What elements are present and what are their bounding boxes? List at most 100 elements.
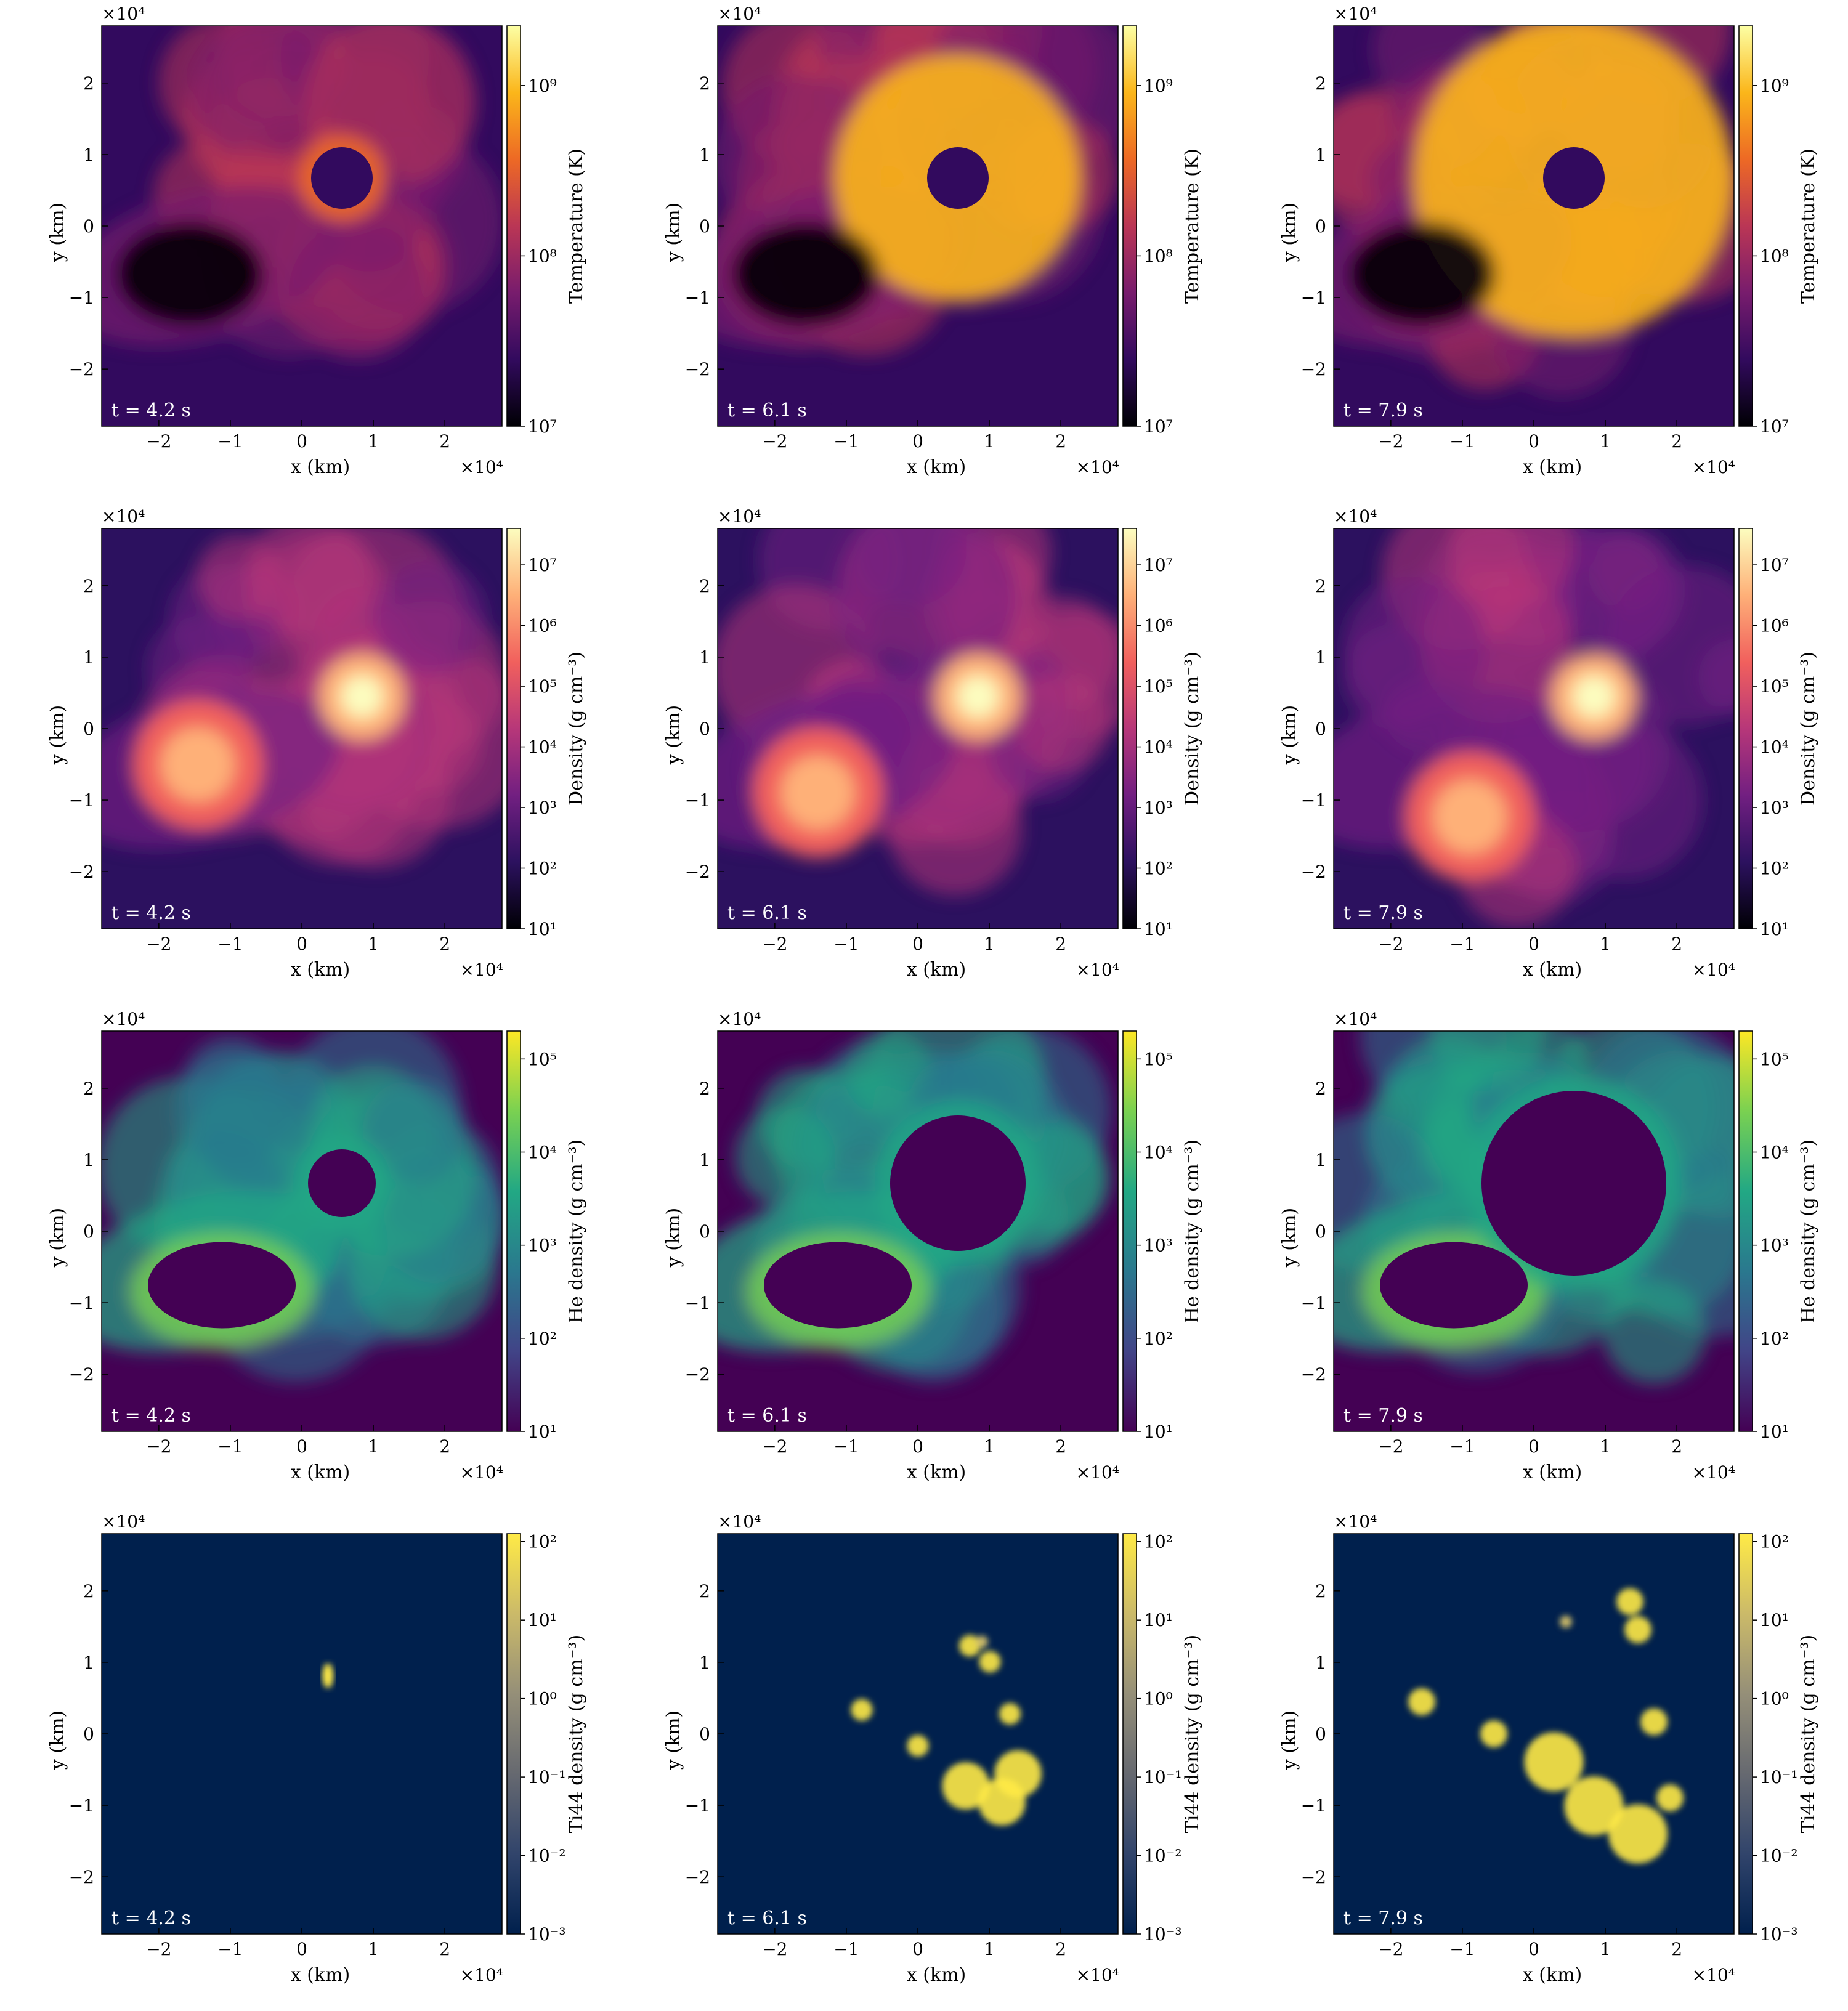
y-tick-label: −1 [685, 1293, 710, 1313]
colorbar-tick-label: 10¹ [1760, 1422, 1789, 1442]
x-tick-label: 1 [368, 934, 379, 954]
colorbar-tick-label: 10⁻³ [528, 1924, 566, 1944]
x-tick-label: 2 [439, 431, 450, 451]
colorbar-tick-label: 10⁴ [528, 737, 557, 758]
y-multiplier: ×10⁴ [1334, 506, 1377, 527]
y-tick-label: −2 [685, 862, 710, 882]
x-tick-label: 1 [1600, 934, 1611, 954]
y-tick-label: 0 [699, 719, 710, 739]
colorbar-tick-label: 10⁻² [1760, 1846, 1798, 1866]
x-tick-label: 0 [912, 934, 923, 954]
y-tick-label: 2 [83, 1581, 94, 1601]
y-axis-label: y (km) [47, 1208, 68, 1268]
x-tick-label: 1 [984, 431, 995, 451]
x-tick-label: 1 [368, 1436, 379, 1457]
x-tick-label: 0 [296, 431, 307, 451]
y-tick-label: 2 [83, 1078, 94, 1099]
colorbar-tick-label: 10⁻² [1144, 1846, 1182, 1866]
x-tick-label: 0 [1528, 1939, 1539, 1959]
y-tick-label: 0 [83, 1221, 94, 1242]
colorbar-tick-label: 10⁹ [1144, 76, 1173, 96]
y-tick-label: −2 [685, 359, 710, 379]
colorbar-tick-label: 10² [1144, 1532, 1173, 1552]
colorbar-tick-label: 10⁴ [1760, 1143, 1789, 1163]
colorbar-tick-label: 10² [1760, 1329, 1789, 1349]
x-multiplier: ×10⁴ [1692, 457, 1735, 477]
colorbar-label: Temperature (K) [1797, 148, 1819, 304]
panel-grid: t = 4.2 s −2 −1 0 1 2 2 1 0 −1 −2 x (km) y (km) ×10⁴ ×… [47, 4, 1819, 1986]
x-axis-label: x (km) [907, 1462, 967, 1483]
x-tick-label: 2 [1055, 934, 1066, 954]
y-tick-label: −2 [69, 1867, 94, 1887]
y-tick-label: 1 [83, 1150, 94, 1170]
x-tick-label: −1 [1449, 934, 1475, 954]
y-tick-label: 1 [1315, 647, 1326, 668]
x-tick-label: 2 [1671, 934, 1682, 954]
x-tick-label: 1 [984, 934, 995, 954]
colorbar-tick-label: 10² [528, 1329, 557, 1349]
x-tick-label: 0 [912, 431, 923, 451]
y-tick-label: 2 [83, 73, 94, 94]
y-axis-label: y (km) [47, 203, 68, 263]
x-tick-label: 1 [1600, 1436, 1611, 1457]
y-axis-label: y (km) [1279, 1710, 1300, 1771]
x-tick-label: −1 [833, 934, 859, 954]
x-tick-label: −2 [1378, 1939, 1403, 1959]
y-tick-label: −2 [1301, 862, 1326, 882]
time-label: t = 4.2 s [111, 1908, 191, 1929]
colorbar-label: He density (g cm⁻³) [1797, 1139, 1819, 1324]
y-tick-label: 1 [699, 647, 710, 668]
x-tick-label: −2 [762, 431, 787, 451]
x-multiplier: ×10⁴ [1692, 960, 1735, 980]
colorbar-tick-label: 10¹ [1760, 919, 1789, 939]
y-tick-label: 2 [1315, 576, 1326, 596]
y-multiplier: ×10⁴ [102, 1009, 145, 1029]
colorbar-tick-label: 10¹ [528, 1610, 557, 1630]
x-tick-label: 1 [368, 431, 379, 451]
time-label: t = 6.1 s [727, 902, 807, 924]
x-tick-label: −2 [146, 934, 171, 954]
x-tick-label: 2 [1055, 1436, 1066, 1457]
panel-r3-c2: t = 6.1 s −2 −1 0 1 2 2 1 0 −1 −2 x (km) y (km) ×10⁴ ×… [663, 1009, 1203, 1483]
x-tick-label: −2 [762, 1436, 787, 1457]
x-tick-label: −1 [833, 1939, 859, 1959]
time-label: t = 6.1 s [727, 400, 807, 421]
y-tick-label: −2 [685, 1867, 710, 1887]
y-tick-label: −1 [69, 790, 94, 811]
colorbar-tick-label: 10⁷ [1760, 416, 1789, 437]
x-tick-label: −1 [1449, 1436, 1475, 1457]
colorbar-tick-label: 10⁵ [1760, 676, 1789, 697]
x-multiplier: ×10⁴ [1076, 1462, 1119, 1483]
colorbar-tick-label: 10⁸ [1144, 246, 1173, 266]
y-tick-label: 1 [83, 1653, 94, 1673]
x-tick-label: −2 [146, 1436, 171, 1457]
colorbar-tick-label: 10³ [1760, 1236, 1789, 1256]
y-multiplier: ×10⁴ [718, 1009, 761, 1029]
x-axis-label: x (km) [907, 1964, 967, 1986]
colorbar-tick-label: 10² [528, 859, 557, 879]
colorbar-tick-label: 10⁵ [1144, 1049, 1173, 1069]
x-tick-label: 0 [296, 1436, 307, 1457]
x-axis-label: x (km) [1523, 1462, 1583, 1483]
colorbar [1739, 26, 1753, 426]
y-axis-label: y (km) [47, 705, 68, 766]
y-axis-label: y (km) [663, 705, 684, 766]
y-tick-label: −1 [1301, 288, 1326, 308]
colorbar-label: Ti44 density (g cm⁻³) [1181, 1635, 1203, 1833]
colorbar-label: Temperature (K) [565, 148, 587, 304]
colorbar [1123, 528, 1137, 929]
colorbar-tick-label: 10⁹ [528, 76, 557, 96]
y-tick-label: −2 [69, 862, 94, 882]
x-multiplier: ×10⁴ [1076, 1965, 1119, 1985]
x-multiplier: ×10⁴ [460, 960, 503, 980]
colorbar-tick-label: 10¹ [528, 919, 557, 939]
colorbar-tick-label: 10⁷ [1760, 555, 1789, 575]
colorbar [1739, 1534, 1753, 1934]
panel-r4-c1: t = 4.2 s −2 −1 0 1 2 2 1 0 −1 −2 x (km) y (km) ×10⁴ ×… [47, 1511, 587, 1986]
x-tick-label: −1 [217, 431, 243, 451]
x-tick-label: −1 [217, 934, 243, 954]
y-tick-label: 0 [1315, 216, 1326, 237]
x-tick-label: 1 [1600, 1939, 1611, 1959]
y-tick-label: 2 [1315, 73, 1326, 94]
